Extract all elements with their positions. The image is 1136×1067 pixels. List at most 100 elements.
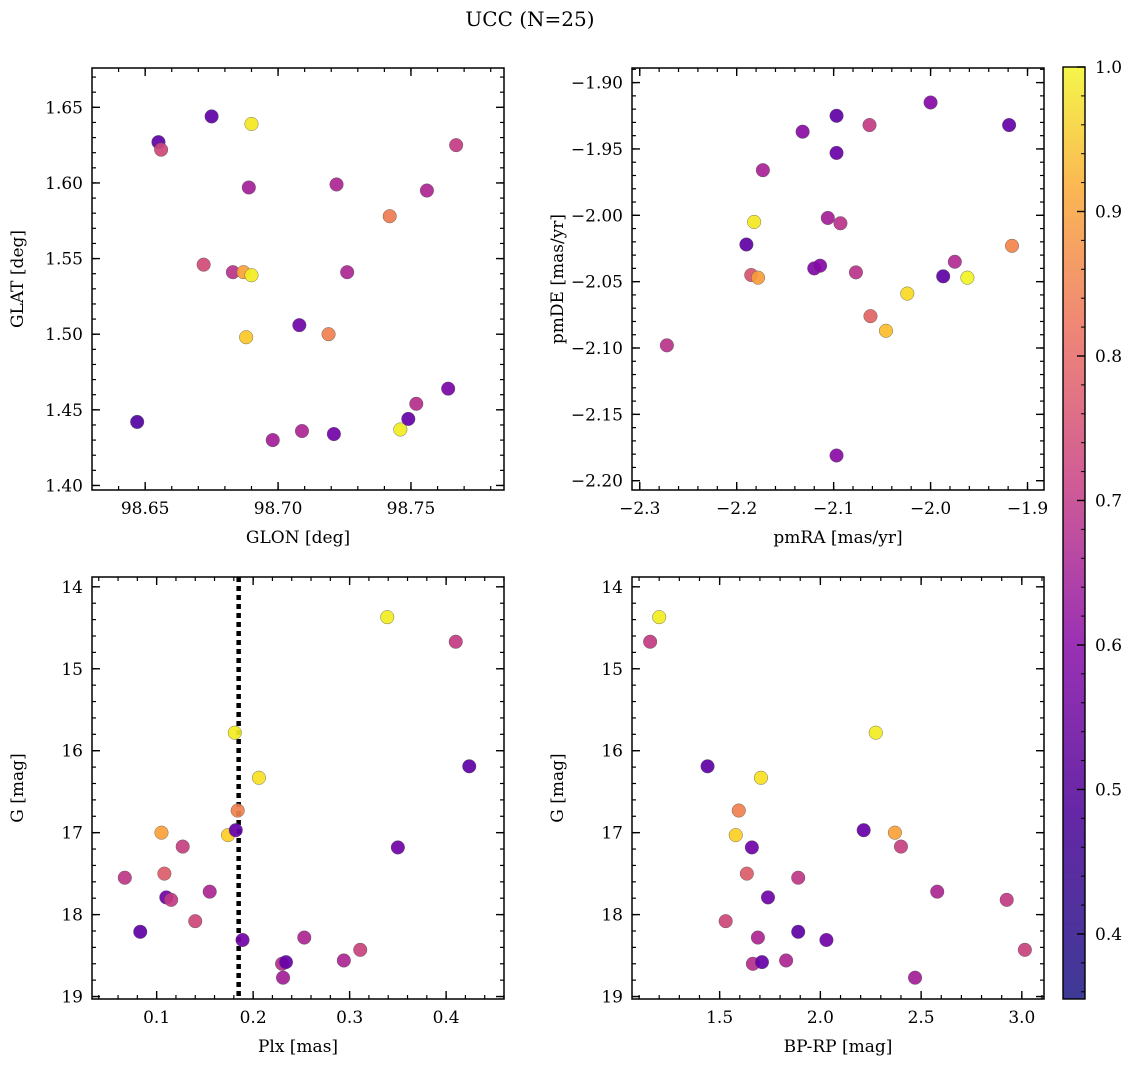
colorbar-tick-label: 1.0 xyxy=(1095,58,1122,78)
x-tick-label: −1.9 xyxy=(1007,499,1048,519)
data-point xyxy=(652,610,667,625)
colorbar: 0.4 0.5 0.6 0.7 0.8 0.9 1.0 xyxy=(1062,58,1122,1000)
points xyxy=(659,95,1020,463)
x-tick-label: 2.0 xyxy=(807,1008,834,1028)
y-tick-label: −2.05 xyxy=(571,273,623,293)
data-point xyxy=(819,933,834,948)
data-point xyxy=(887,825,902,840)
y-tick-label: 1.65 xyxy=(45,98,83,118)
data-point xyxy=(923,95,938,110)
data-point xyxy=(157,866,172,881)
data-point xyxy=(862,118,877,133)
x-tick-label: −2.2 xyxy=(716,499,757,519)
data-point xyxy=(754,955,769,970)
x-axis-label: GLON [deg] xyxy=(246,528,350,548)
y-tick-label: 16 xyxy=(61,742,83,762)
data-point xyxy=(204,109,219,124)
x-axis-label: Plx [mas] xyxy=(258,1037,338,1057)
y-axis-label: GLAT [deg] xyxy=(8,230,28,328)
data-point xyxy=(340,265,355,280)
y-tick-label: 1.55 xyxy=(45,250,83,270)
data-point xyxy=(321,327,336,342)
data-point xyxy=(829,145,844,160)
panel-1: 98.65 98.70 98.75 1.40 1.45 1.50 1.55 1.60 1.65 G… xyxy=(8,67,505,548)
data-point xyxy=(448,634,463,649)
data-point xyxy=(999,892,1014,907)
data-point xyxy=(813,258,828,273)
data-point xyxy=(947,254,962,269)
data-point xyxy=(820,210,835,225)
data-point xyxy=(791,870,806,885)
y-tick-label: 15 xyxy=(61,660,83,680)
data-point xyxy=(833,216,848,231)
data-point xyxy=(154,825,169,840)
data-point xyxy=(419,183,434,198)
colorbar-tick-label: 0.8 xyxy=(1095,347,1122,367)
data-point xyxy=(643,634,658,649)
y-tick-label: 1.50 xyxy=(45,325,83,345)
x-tick-label: 98.75 xyxy=(387,499,436,519)
data-point xyxy=(202,884,217,899)
data-point xyxy=(117,870,132,885)
data-point xyxy=(278,955,293,970)
data-point xyxy=(329,177,344,192)
data-point xyxy=(829,108,844,123)
x-tick-label: 0.2 xyxy=(240,1008,267,1028)
data-point xyxy=(228,823,243,838)
data-point xyxy=(227,725,242,740)
data-point xyxy=(449,138,464,153)
panels: 98.65 98.70 98.75 1.40 1.45 1.50 1.55 1.60 1.65 G… xyxy=(8,67,1048,1057)
data-point xyxy=(1005,238,1020,253)
y-tick-label: 1.45 xyxy=(45,401,83,421)
y-tick-label: 1.40 xyxy=(45,476,83,496)
data-point xyxy=(393,422,408,437)
data-point xyxy=(188,914,203,929)
data-point xyxy=(244,116,259,131)
y-tick-label: 18 xyxy=(601,906,623,926)
x-tick-label: −2.0 xyxy=(910,499,951,519)
y-tick-label: 17 xyxy=(601,824,623,844)
colorbar-tick-label: 0.6 xyxy=(1095,636,1122,656)
axes-frame xyxy=(91,576,505,1000)
data-point xyxy=(292,318,307,333)
data-point xyxy=(265,433,280,448)
data-point xyxy=(130,414,145,429)
y-tick-label: 18 xyxy=(61,906,83,926)
data-point xyxy=(739,237,754,252)
y-tick-label: −1.95 xyxy=(571,140,623,160)
data-point xyxy=(750,930,765,945)
data-point xyxy=(336,953,351,968)
x-tick-label: −2.3 xyxy=(619,499,660,519)
data-point xyxy=(751,270,766,285)
y-tick-label: 1.60 xyxy=(45,174,83,194)
data-point xyxy=(863,309,878,324)
data-point xyxy=(401,411,416,426)
data-point xyxy=(251,770,266,785)
y-tick-label: 17 xyxy=(61,824,83,844)
data-point xyxy=(908,970,923,985)
data-point xyxy=(409,396,424,411)
y-axis-label: G [mag] xyxy=(548,753,568,822)
data-point xyxy=(868,725,883,740)
data-point xyxy=(175,839,190,854)
data-point xyxy=(326,427,341,442)
data-point xyxy=(744,840,759,855)
data-point xyxy=(779,953,794,968)
data-point xyxy=(753,770,768,785)
x-tick-label: 98.70 xyxy=(254,499,303,519)
data-point xyxy=(795,124,810,139)
axes-frame xyxy=(631,576,1045,1000)
data-point xyxy=(760,890,775,905)
data-point xyxy=(382,209,397,224)
y-tick-label: −2.15 xyxy=(571,405,623,425)
y-tick-label: 16 xyxy=(601,742,623,762)
x-tick-label: 1.5 xyxy=(706,1008,733,1028)
x-tick-label: 0.3 xyxy=(336,1008,363,1028)
panel-3: 0.1 0.2 0.3 0.4 14 15 16 17 18 19 Plx [mas] G [mag] xyxy=(8,576,505,1057)
data-point xyxy=(235,933,250,948)
data-point xyxy=(1017,942,1032,957)
data-point xyxy=(462,759,477,774)
data-point xyxy=(728,828,743,843)
data-point xyxy=(244,268,259,283)
